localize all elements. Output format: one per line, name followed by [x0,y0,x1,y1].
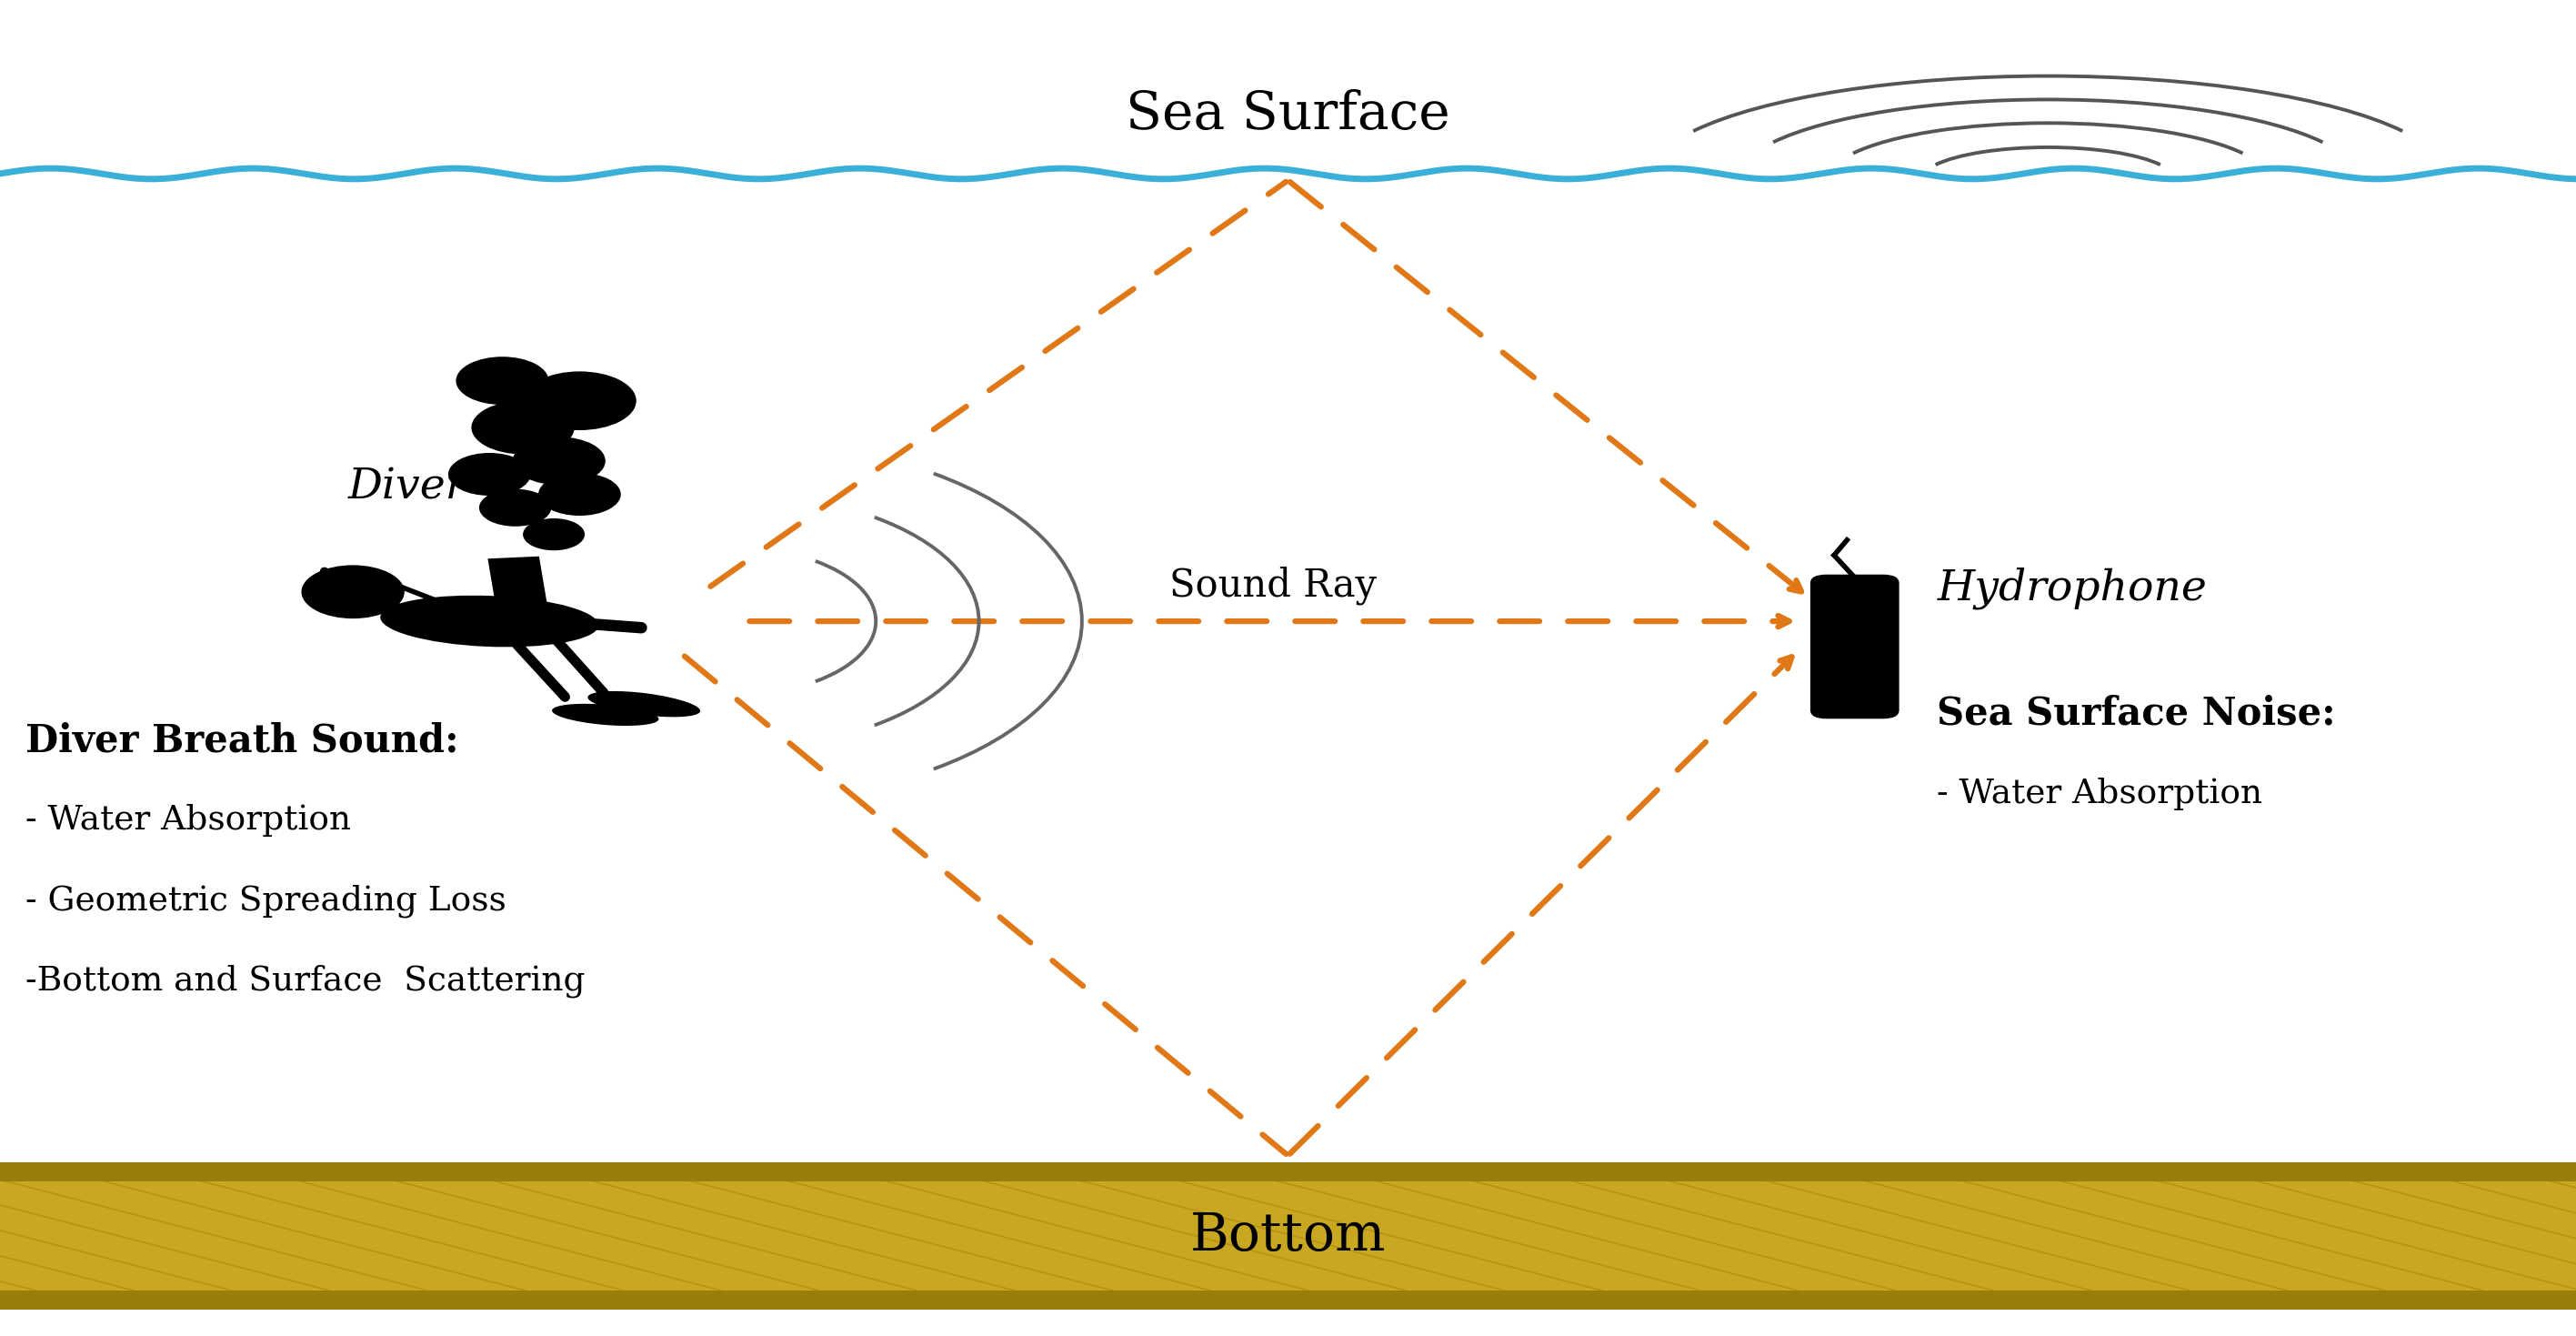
Bar [0,1181,2576,1291]
Circle shape [479,489,551,526]
Text: - Water Absorption: - Water Absorption [26,804,350,838]
Circle shape [523,518,585,550]
Text: Diver Breath Sound:: Diver Breath Sound: [26,721,459,760]
Ellipse shape [381,596,598,647]
Text: Sea Surface Noise:: Sea Surface Noise: [1937,695,2336,733]
Circle shape [523,371,636,430]
Text: Diver: Diver [348,466,466,508]
Bar [487,556,549,615]
Text: -Bottom and Surface  Scattering: -Bottom and Surface Scattering [26,965,585,998]
FancyArrowPatch shape [325,572,397,607]
Ellipse shape [587,691,701,717]
Ellipse shape [551,704,659,725]
Bar [0,1291,2576,1309]
FancyArrowPatch shape [466,615,641,628]
Circle shape [448,453,531,496]
Circle shape [456,357,549,405]
FancyBboxPatch shape [1811,574,1899,719]
Text: Bottom: Bottom [1190,1210,1386,1261]
FancyArrowPatch shape [518,644,564,697]
Text: Sea Surface: Sea Surface [1126,90,1450,140]
Text: Sound Ray: Sound Ray [1170,566,1376,605]
Circle shape [538,473,621,516]
Text: - Water Absorption: - Water Absorption [1937,778,2262,811]
Text: - Geometric Spreading Loss: - Geometric Spreading Loss [26,884,507,918]
Circle shape [471,401,574,454]
Bar [0,1162,2576,1181]
FancyArrowPatch shape [556,639,603,693]
Text: Hydrophone: Hydrophone [1937,566,2208,609]
Circle shape [301,565,404,619]
Circle shape [513,437,605,485]
